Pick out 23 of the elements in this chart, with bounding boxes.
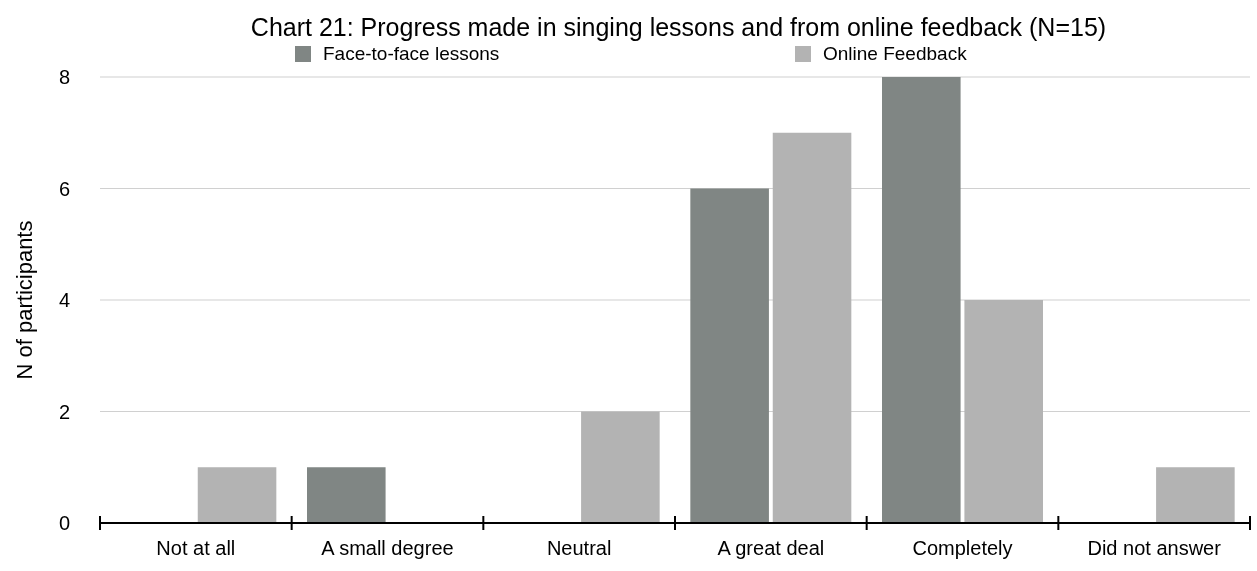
bar <box>964 300 1043 523</box>
bar <box>307 467 386 523</box>
bar <box>772 132 852 523</box>
y-tick-label: 0 <box>58 512 70 534</box>
bar <box>1156 467 1235 523</box>
y-tick-label: 8 <box>58 66 70 88</box>
x-tick-label: A small degree <box>321 537 454 559</box>
chart-title: Chart 21: Progress made in singing lessons and from online feedback (N=15) <box>250 13 1107 41</box>
y-axis-title: N of participants <box>12 220 37 380</box>
legend-label: Face-to-face lessons <box>323 43 500 64</box>
y-tick-label: 2 <box>58 400 70 423</box>
x-tick-label: Completely <box>912 537 1013 559</box>
x-tick-label: Neutral <box>546 537 612 559</box>
bar <box>690 188 769 523</box>
x-tick-label: Did not answer <box>1087 537 1222 559</box>
x-tick-label: A great deal <box>717 537 825 559</box>
y-tick-label: 6 <box>58 177 70 200</box>
legend-label: Online Feedback <box>823 43 968 64</box>
bar <box>197 467 277 523</box>
bar <box>581 411 660 523</box>
x-tick-label: Not at all <box>156 537 236 559</box>
bar <box>882 77 961 523</box>
y-tick-label: 4 <box>58 289 70 311</box>
